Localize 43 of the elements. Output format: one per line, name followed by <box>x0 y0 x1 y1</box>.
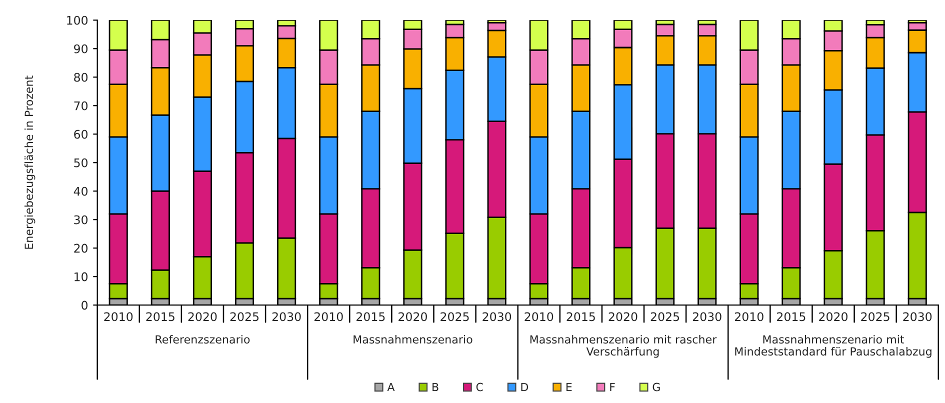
x-tick-label: 2025 <box>650 312 680 322</box>
x-tick-label: 2010 <box>524 312 554 322</box>
y-tick-label: 20 <box>74 244 88 253</box>
x-tick-label: 2025 <box>230 312 259 322</box>
x-tick-label: 2030 <box>482 312 512 322</box>
text: Massnahmenszenario <box>354 334 472 344</box>
x-tick-label: 2025 <box>861 312 890 322</box>
y-tick-label: 10 <box>74 272 88 282</box>
text: Massnahmenszenario mit Mindeststandard für Pauschalabzug <box>735 334 932 358</box>
y-tick-label: 100 <box>67 16 88 25</box>
legend-label: B <box>432 382 438 392</box>
x-tick-label: 2020 <box>608 312 638 322</box>
text: Referenzszenario <box>156 334 250 344</box>
y-tick-label: 80 <box>74 72 88 82</box>
x-tick-label: 2020 <box>819 312 848 322</box>
x-tick-label: 2015 <box>566 312 595 322</box>
y-axis-title: Energiebezugsfläche in Prozent <box>24 76 36 249</box>
x-tick-label: 2010 <box>104 312 133 322</box>
text: Massnahmenszenario mit rascher Verschärfung <box>530 334 717 358</box>
x-tick-label: 2020 <box>188 312 217 322</box>
x-tick-label: 2015 <box>356 312 385 322</box>
x-tick-label: 2030 <box>272 312 301 322</box>
legend-label: D <box>521 382 528 392</box>
x-tick-label: 2015 <box>146 312 174 322</box>
y-tick-label: 90 <box>74 44 88 54</box>
x-tick-label: 2030 <box>903 312 932 322</box>
y-tick-label: 30 <box>74 215 88 224</box>
legend-label: A <box>387 382 395 392</box>
y-tick-label: 70 <box>74 101 88 110</box>
x-tick-label: 2025 <box>440 312 469 322</box>
x-tick-label: 2030 <box>692 312 722 322</box>
y-tick-label: 50 <box>74 158 88 168</box>
x-tick-label: 2015 <box>777 312 806 322</box>
y-tick-label: 0 <box>82 300 88 310</box>
y-tick-label: 40 <box>74 186 88 196</box>
y-tick-label: 60 <box>74 130 88 139</box>
legend-label: F <box>610 382 615 392</box>
x-tick-label: 2010 <box>734 312 764 322</box>
legend-label: G <box>652 382 660 392</box>
legend-label: E <box>566 382 572 392</box>
legend-label: C <box>476 382 483 392</box>
x-tick-label: 2020 <box>398 312 427 322</box>
x-tick-label: 2010 <box>314 312 343 322</box>
